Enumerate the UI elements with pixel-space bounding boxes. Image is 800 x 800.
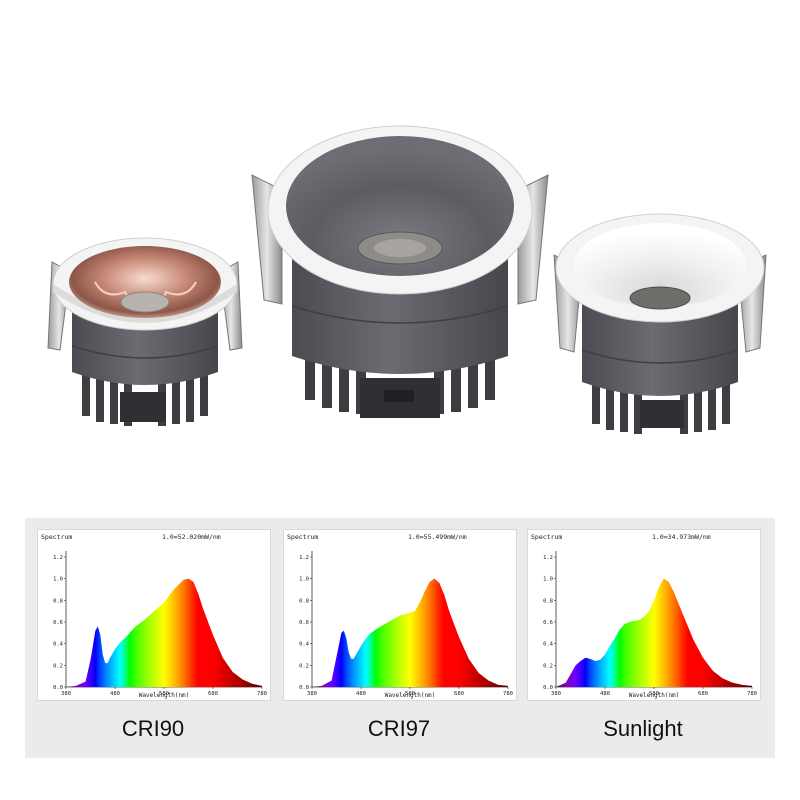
y-tick-label: 0.8	[299, 598, 309, 604]
spectrum-chart-cri90: Spectrum 1.0=52.020mW/nm 0.0 0.2 0.4 0.6 0.8 1.…	[37, 529, 271, 701]
spectrum-area	[556, 578, 752, 687]
x-axis-label: Wavelength(nm)	[385, 692, 436, 699]
chart-title: Spectrum	[287, 533, 318, 541]
spectrum-area	[66, 578, 262, 687]
y-tick-label: 1.2	[299, 555, 309, 561]
x-tick-label: 680	[698, 691, 708, 697]
x-axis-label: Wavelength(nm)	[139, 692, 190, 699]
chart-title: Spectrum	[41, 533, 72, 541]
downlight-rose-gold	[47, 237, 243, 426]
chart-annotation: 1.0=55.499mW/nm	[408, 533, 467, 541]
x-tick-label: 780	[503, 691, 513, 697]
chart-annotation: 1.0=52.020mW/nm	[162, 533, 221, 541]
x-tick-label: 580	[649, 691, 659, 697]
y-tick-label: 0.2	[53, 663, 63, 669]
y-tick-label: 0.4	[299, 642, 310, 648]
spectrum-area	[312, 578, 508, 687]
caption-cri90: CRI90	[121, 716, 185, 741]
x-tick-label: 480	[600, 691, 610, 697]
spectrum-chart-cri97: Spectrum 1.0=55.499mW/nm 0.0 0.2 0.4 0.6 0.8 1.…	[283, 529, 517, 701]
y-tick-label: 1.0	[543, 577, 553, 583]
spectrum-chart-sunlight: Spectrum 1.0=34.973mW/nm 0.0 0.2 0.4 0.6 0.8 1.…	[527, 529, 761, 701]
x-tick-label: 480	[356, 691, 366, 697]
x-tick-label: 580	[405, 691, 415, 697]
y-tick-label: 0.8	[543, 598, 553, 604]
y-tick-label: 0.0	[299, 685, 309, 691]
y-tick-label: 0.4	[53, 642, 64, 648]
y-tick-label: 1.0	[53, 577, 63, 583]
x-tick-label: 780	[747, 691, 757, 697]
x-tick-label: 380	[307, 691, 317, 697]
y-tick-label: 0.2	[543, 663, 553, 669]
y-tick-label: 1.2	[543, 555, 553, 561]
chart-title: Spectrum	[531, 533, 562, 541]
x-axis-label: Wavelength(nm)	[629, 692, 680, 699]
y-tick-label: 0.0	[53, 685, 63, 691]
caption-sunlight: Sunlight	[603, 716, 683, 741]
y-tick-label: 0.6	[53, 620, 63, 626]
y-tick-label: 0.4	[543, 642, 554, 648]
downlight-white-small	[553, 213, 767, 434]
x-tick-label: 680	[454, 691, 464, 697]
caption-cri97: CRI97	[367, 716, 431, 741]
product-photo	[47, 125, 767, 434]
y-tick-label: 0.0	[543, 685, 553, 691]
y-tick-label: 0.8	[53, 598, 63, 604]
y-tick-label: 1.2	[53, 555, 63, 561]
y-tick-label: 1.0	[299, 577, 309, 583]
x-tick-label: 780	[257, 691, 267, 697]
y-tick-label: 0.6	[299, 620, 309, 626]
x-tick-label: 480	[110, 691, 120, 697]
y-tick-label: 0.2	[299, 663, 309, 669]
x-tick-label: 580	[159, 691, 169, 697]
y-tick-label: 0.6	[543, 620, 553, 626]
downlight-grey-large	[251, 125, 549, 418]
x-tick-label: 680	[208, 691, 218, 697]
x-tick-label: 380	[61, 691, 71, 697]
chart-annotation: 1.0=34.973mW/nm	[652, 533, 711, 541]
x-tick-label: 380	[551, 691, 561, 697]
